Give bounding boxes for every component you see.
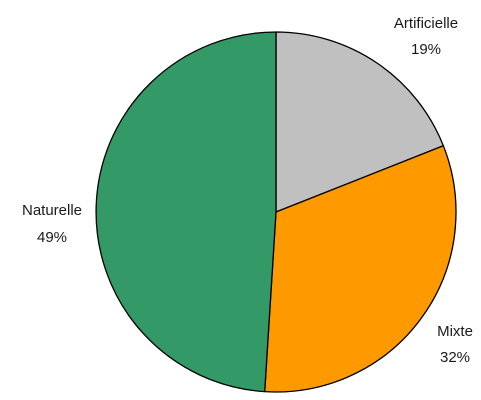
slice-name-artificielle: Artificielle — [394, 15, 458, 32]
slice-label-artificielle: Artificielle 19% — [394, 15, 458, 58]
pie-slice-mixte — [264, 145, 457, 393]
pie-slice-artificielle — [275, 31, 445, 213]
slice-name-naturelle: Naturelle — [22, 202, 82, 219]
slice-percent-mixte: 32% — [440, 349, 470, 366]
pie-slice-naturelle — [95, 31, 277, 393]
slice-label-naturelle: Naturelle 49% — [22, 202, 82, 246]
pie-slices — [95, 31, 457, 393]
slice-percent-naturelle: 49% — [37, 229, 67, 246]
slice-name-mixte: Mixte — [437, 323, 473, 340]
slice-percent-artificielle: 19% — [411, 41, 441, 58]
slice-label-mixte: Mixte 32% — [437, 323, 473, 366]
